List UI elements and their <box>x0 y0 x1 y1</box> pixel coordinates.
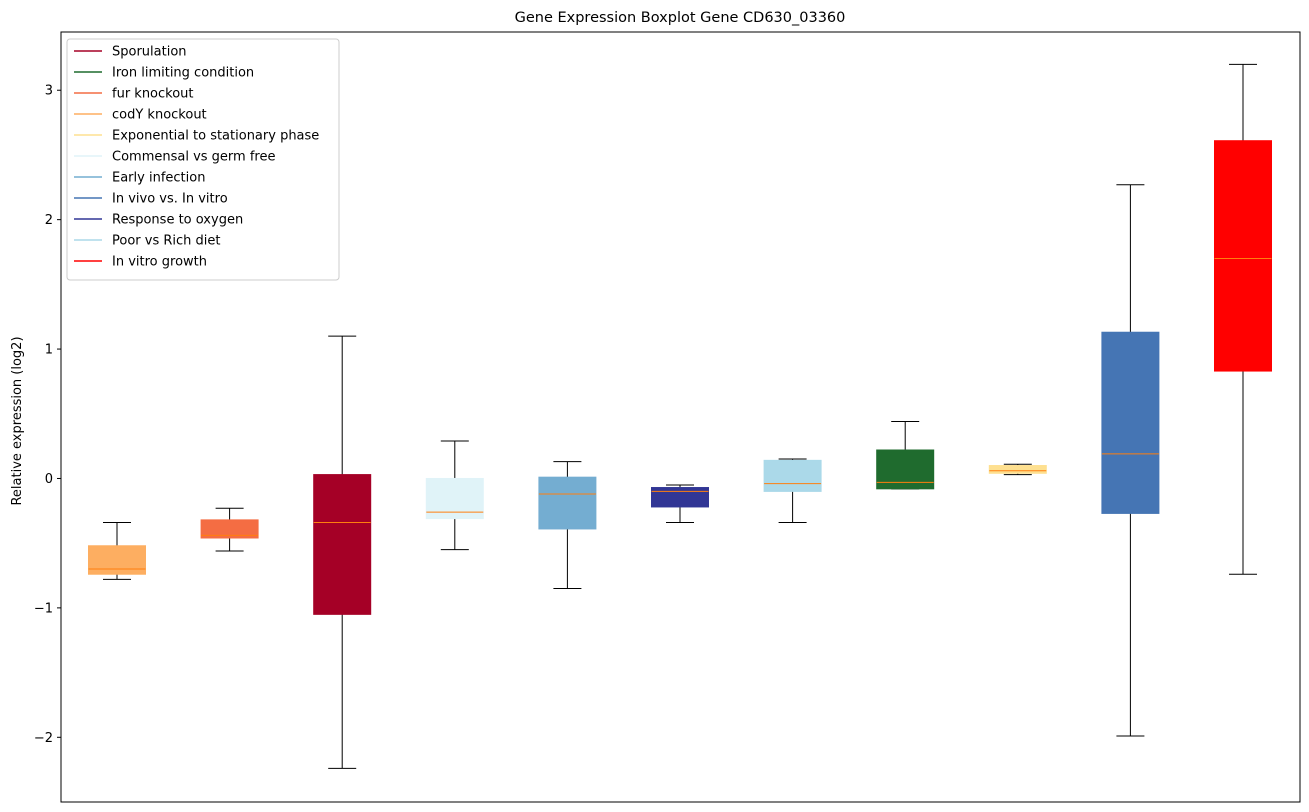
legend-label: fur knockout <box>112 87 194 102</box>
box-iqr <box>1101 331 1160 514</box>
box-3 <box>313 335 372 769</box>
legend-label: Response to oxygen <box>112 213 243 228</box>
legend-entry: fur knockout <box>74 87 194 102</box>
legend-entry: Exponential to stationary phase <box>74 129 319 144</box>
y-tick-label: −2 <box>34 731 53 746</box>
legend: Sporulation Iron limiting condition fur kn… <box>66 38 340 281</box>
box-5 <box>538 461 597 589</box>
box-9 <box>988 463 1047 476</box>
legend-label: Poor vs Rich diet <box>112 234 220 249</box>
legend-frame <box>66 38 340 281</box>
box-iqr <box>763 459 822 492</box>
box-iqr <box>651 487 709 508</box>
box-7 <box>763 458 822 523</box>
legend-entry: In vivo vs. In vitro <box>74 192 228 207</box>
legend-label: Commensal vs germ free <box>112 150 275 165</box>
legend-label: In vitro growth <box>112 255 207 270</box>
y-tick-label: −1 <box>34 601 53 616</box>
y-tick-label: 3 <box>45 84 53 99</box>
legend-label: Early infection <box>112 171 205 186</box>
chart-title: Gene Expression Boxplot Gene CD630_03360 <box>515 10 846 26</box>
y-tick-label: 2 <box>45 213 53 228</box>
box-iqr <box>88 545 146 575</box>
legend-label: Exponential to stationary phase <box>112 129 319 144</box>
plot-frame <box>60 31 1301 803</box>
box-6 <box>651 484 709 523</box>
box-8 <box>876 421 935 490</box>
legend-entry: In vitro growth <box>74 255 207 270</box>
box-iqr <box>1214 140 1272 372</box>
y-tick-label: 0 <box>45 472 53 487</box>
box-10 <box>1101 184 1160 737</box>
box-iqr <box>876 449 935 490</box>
legend-entry: Response to oxygen <box>74 213 243 228</box>
y-axis-label: Relative expression (log2) <box>10 336 25 505</box>
box-iqr <box>313 474 372 615</box>
box-iqr <box>538 476 597 530</box>
box-iqr <box>988 465 1047 474</box>
legend-entry: Iron limiting condition <box>74 66 254 81</box>
legend-label: codY knockout <box>112 108 207 123</box>
box-1 <box>88 521 146 580</box>
legend-entry: Sporulation <box>74 45 187 60</box>
legend-label: Sporulation <box>112 45 187 60</box>
y-tick-label: 1 <box>45 343 53 358</box>
boxes-group <box>88 63 1272 769</box>
box-4 <box>425 440 484 551</box>
legend-entry: Early infection <box>74 171 205 186</box>
legend-entry: codY knockout <box>74 108 207 123</box>
legend-label: In vivo vs. In vitro <box>112 192 228 207</box>
y-axis-ticks: −2 −1 0 1 2 3 <box>34 84 61 746</box>
legend-label: Iron limiting condition <box>112 66 254 81</box>
box-iqr <box>200 519 259 539</box>
legend-entry: Poor vs Rich diet <box>74 234 220 249</box>
box-2 <box>200 507 259 552</box>
legend-entry: Commensal vs germ free <box>74 150 275 165</box>
box-11 <box>1214 63 1272 575</box>
